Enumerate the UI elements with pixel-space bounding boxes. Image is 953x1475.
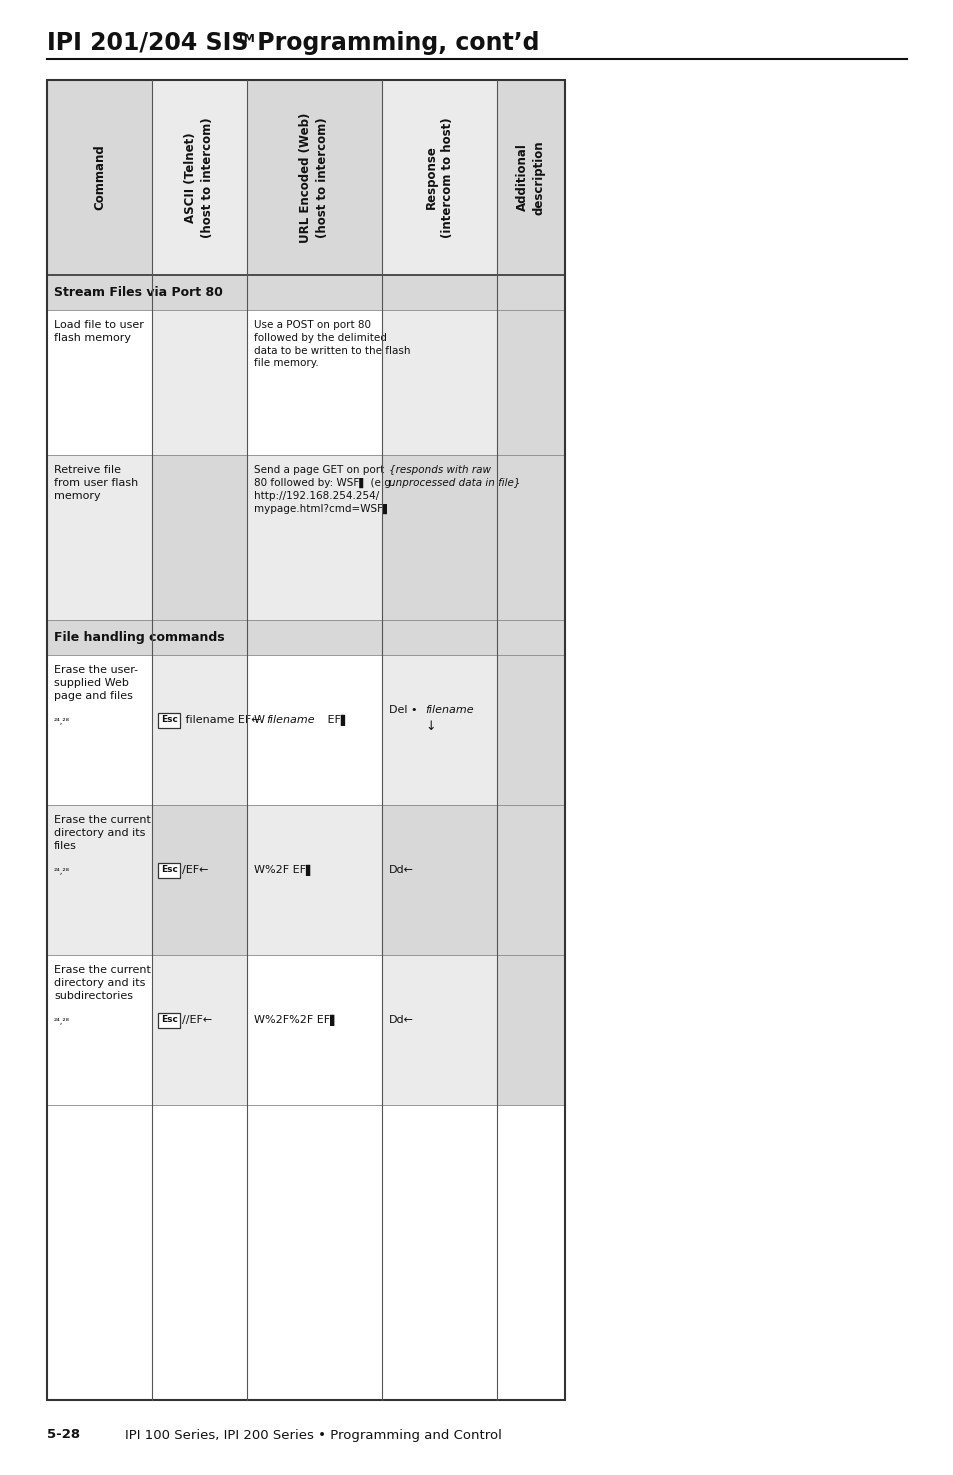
Bar <box>247 954 381 1105</box>
Bar <box>47 620 564 655</box>
Text: Dd←: Dd← <box>389 864 414 875</box>
Bar <box>497 655 564 805</box>
Text: File handling commands: File handling commands <box>54 631 224 645</box>
Text: EF▌: EF▌ <box>324 714 349 726</box>
Bar <box>47 310 152 454</box>
Text: Del •: Del • <box>389 705 420 715</box>
Text: filename EF←: filename EF← <box>182 715 260 726</box>
Text: {responds with raw
unprocessed data in file}: {responds with raw unprocessed data in f… <box>389 465 520 488</box>
Text: Response
(intercom to host): Response (intercom to host) <box>424 117 454 237</box>
Text: Esc: Esc <box>161 866 178 875</box>
Text: Command: Command <box>92 145 106 211</box>
Text: Erase the current
directory and its
subdirectories: Erase the current directory and its subd… <box>54 965 151 1002</box>
Text: IPI 201/204 SIS: IPI 201/204 SIS <box>47 31 248 55</box>
Text: Load file to user
flash memory: Load file to user flash memory <box>54 320 144 344</box>
Bar <box>247 655 381 805</box>
Bar <box>47 805 152 954</box>
Bar <box>47 454 152 620</box>
Text: Dd←: Dd← <box>389 1015 414 1025</box>
Bar <box>152 454 247 620</box>
Text: Retreive file
from user flash
memory: Retreive file from user flash memory <box>54 465 138 502</box>
Text: Esc: Esc <box>161 715 178 724</box>
Text: ²⁴,²⁸: ²⁴,²⁸ <box>54 717 70 726</box>
FancyBboxPatch shape <box>158 1012 180 1028</box>
FancyBboxPatch shape <box>158 863 180 878</box>
Bar <box>247 805 381 954</box>
Bar <box>381 954 497 1105</box>
Bar <box>497 805 564 954</box>
Text: 5-28: 5-28 <box>47 1428 80 1441</box>
Text: Erase the user-
supplied Web
page and files: Erase the user- supplied Web page and fi… <box>54 665 138 702</box>
Text: ASCII (Telnet)
(host to intercom): ASCII (Telnet) (host to intercom) <box>184 117 214 237</box>
Text: Stream Files via Port 80: Stream Files via Port 80 <box>54 286 223 299</box>
Bar <box>497 454 564 620</box>
Bar <box>381 454 497 620</box>
Bar <box>47 274 564 310</box>
Bar <box>47 655 152 805</box>
Bar <box>247 80 381 274</box>
Text: W: W <box>253 715 265 726</box>
Bar <box>47 80 564 1400</box>
Text: IPI 100 Series, IPI 200 Series • Programming and Control: IPI 100 Series, IPI 200 Series • Program… <box>125 1428 501 1441</box>
Text: Use a POST on port 80
followed by the delimited
data to be written to the flash
: Use a POST on port 80 followed by the de… <box>253 320 410 369</box>
Text: W%2F EF▌: W%2F EF▌ <box>253 864 314 876</box>
Text: filename: filename <box>424 705 473 715</box>
Text: ²⁴,²⁸: ²⁴,²⁸ <box>54 1016 70 1027</box>
Text: W%2F%2F EF▌: W%2F%2F EF▌ <box>253 1015 338 1025</box>
Text: ↓: ↓ <box>424 720 435 733</box>
Bar <box>381 80 497 274</box>
Text: TM: TM <box>236 34 255 44</box>
Text: //EF←: //EF← <box>182 1015 212 1025</box>
Text: Esc: Esc <box>161 1015 178 1025</box>
Bar <box>152 310 247 454</box>
Bar <box>47 954 152 1105</box>
Bar <box>497 954 564 1105</box>
Text: Erase the current
directory and its
files: Erase the current directory and its file… <box>54 816 151 851</box>
Text: ²⁴,²⁸: ²⁴,²⁸ <box>54 867 70 876</box>
Bar <box>152 805 247 954</box>
Bar <box>152 954 247 1105</box>
Text: /EF←: /EF← <box>182 864 209 875</box>
FancyBboxPatch shape <box>158 712 180 727</box>
Bar <box>381 805 497 954</box>
Bar <box>381 655 497 805</box>
Bar <box>247 310 381 454</box>
Text: Additional
description: Additional description <box>516 140 545 215</box>
Bar <box>152 80 247 274</box>
Bar <box>497 80 564 274</box>
Bar <box>497 310 564 454</box>
Bar <box>152 655 247 805</box>
Text: filename: filename <box>266 715 314 726</box>
Bar <box>381 310 497 454</box>
Text: Programming, cont’d: Programming, cont’d <box>249 31 539 55</box>
Text: Send a page GET on port
80 followed by: WSF▌ (e.g.
http://192.168.254.254/
mypag: Send a page GET on port 80 followed by: … <box>253 465 394 513</box>
Text: URL Encoded (Web)
(host to intercom): URL Encoded (Web) (host to intercom) <box>299 112 329 243</box>
Bar <box>247 454 381 620</box>
Bar <box>47 80 152 274</box>
